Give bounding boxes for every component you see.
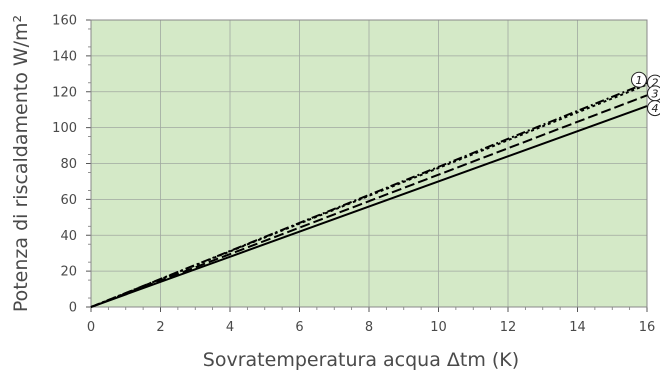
y-tick-label: 160 [52,14,77,29]
series-line-3 [90,94,648,308]
y-tick-label: 60 [60,193,77,208]
plot-frame [90,19,648,308]
y-tick-label: 40 [60,229,77,244]
series-marker-label: 4 [652,102,659,115]
x-axis-title: Sovratemperatura acqua Δtm (K) [203,349,519,371]
x-tick-labels: 0 2 4 6 8 10 12 14 16 [87,320,655,335]
series-marker-circle [647,100,660,117]
x-tick-label: 0 [87,320,95,335]
series-line-4 [90,105,648,308]
x-tick-label: 2 [156,320,164,335]
y-tick-label: 100 [52,121,77,136]
x-tick-label: 12 [500,320,517,335]
y-tick-label: 20 [60,265,77,280]
x-tick-label: 6 [295,320,303,335]
series-markers: 1 23 4 [631,71,660,117]
x-tick-label: 16 [639,320,656,335]
x-tick-label: 4 [226,320,234,335]
series-line-1 [90,81,648,308]
series-marker-label: 1 [636,74,643,87]
x-tick-label: 8 [365,320,373,335]
series-lines [90,81,648,308]
axes [86,19,648,312]
series-marker-label: 2 [652,77,659,90]
y-axis-title: Potenza di riscaldamento W/m² [10,15,32,312]
y-tick-label: 140 [52,49,77,64]
x-tick-label: 14 [569,320,586,335]
y-tick-label: 80 [60,157,77,172]
series-marker-circle [631,71,647,88]
x-tick-label: 10 [430,320,447,335]
series-marker-label: 3 [652,87,659,100]
y-tick-labels: 0 20 40 60 80 100 120 140 160 [52,14,77,316]
y-tick-label: 0 [69,301,77,316]
series-line-2 [90,83,648,308]
y-tick-label: 120 [52,85,77,100]
